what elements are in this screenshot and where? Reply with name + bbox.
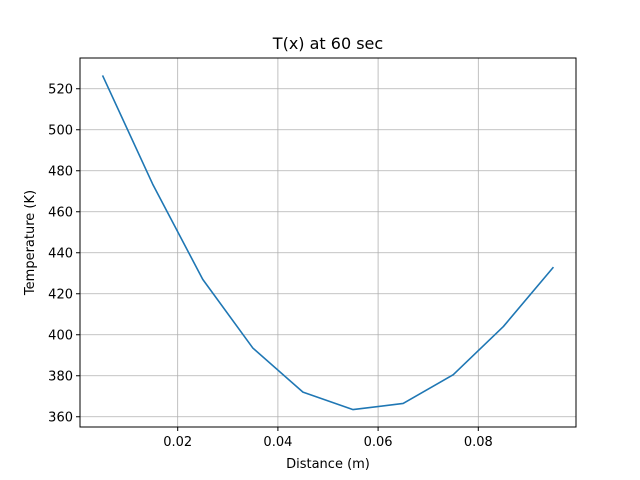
y-tick-label: 480 bbox=[48, 164, 73, 179]
plot-frame bbox=[79, 57, 577, 428]
x-tick-label: 0.06 bbox=[364, 435, 393, 450]
series-layer bbox=[101, 75, 555, 411]
series-line-0 bbox=[101, 75, 555, 411]
x-tick-label: 0.04 bbox=[263, 435, 292, 450]
y-tick-label: 420 bbox=[48, 287, 73, 302]
grid bbox=[80, 58, 576, 427]
x-tick-label: 0.02 bbox=[163, 435, 192, 450]
y-tick-label: 400 bbox=[48, 328, 73, 343]
y-tick-label: 520 bbox=[48, 82, 73, 97]
y-tick-label: 440 bbox=[48, 246, 73, 261]
y-tick-label: 500 bbox=[48, 123, 73, 138]
x-axis-label: Distance (m) bbox=[286, 457, 370, 472]
y-tick-label: 460 bbox=[48, 205, 73, 220]
y-tick-label: 360 bbox=[48, 410, 73, 425]
chart-title: T(x) at 60 sec bbox=[272, 34, 383, 53]
ticks: 0.02 0.04 0.06 0.08 360 380 400 420 440 460 480 500… bbox=[48, 82, 493, 450]
y-axis-label: Temperature (K) bbox=[23, 190, 38, 296]
x-tick-label: 0.08 bbox=[464, 435, 493, 450]
y-tick-label: 380 bbox=[48, 369, 73, 384]
